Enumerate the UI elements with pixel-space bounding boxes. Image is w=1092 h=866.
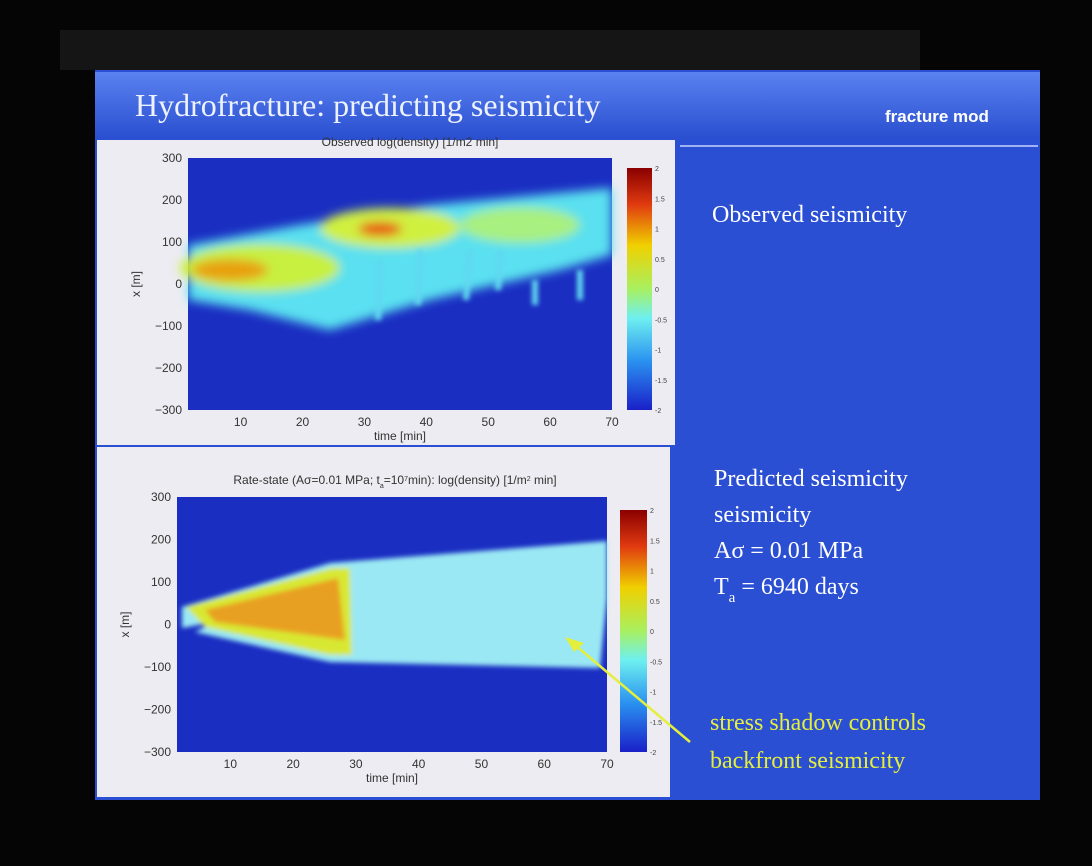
x-tick-label: 20 [286,757,300,771]
screen-edge [60,30,920,70]
heatmap-field [182,541,607,668]
line-text: seismicity [714,502,811,528]
line-text: Predicted seismicity [714,466,908,492]
y-tick-label: 0 [175,277,182,291]
x-tick-label: 50 [482,415,496,429]
y-tick-label: −200 [155,361,182,375]
y-tick-label: 100 [162,235,182,249]
predicted-line: Ta = 6940 days [714,574,859,606]
section-tag: fracture mod [885,107,989,126]
title-part: Rate-state (Aσ=0.01 MPa; t [233,473,380,487]
colorbar-tick-label: -1 [650,690,656,697]
y-tick-label: 100 [151,575,171,589]
y-tick-label: −100 [155,319,182,333]
title-part: 2 [527,476,531,483]
colorbar-tick-label: 2 [650,508,654,515]
y-tick-label: 0 [164,618,171,632]
colorbar-tick-label: -1.5 [650,720,662,727]
x-tick-label: 20 [296,415,310,429]
x-tick-label: 60 [543,415,557,429]
note-line: stress shadow controls [710,710,926,736]
observed-label: Observed seismicity [712,202,907,228]
panel-title: Rate-state (Aσ=0.01 MPa; ta=107min): log… [233,473,556,490]
colorbar-tick-label: 1.5 [650,538,660,545]
colorbar-tick-label: -1.5 [655,378,667,385]
predicted-line: seismicity [714,502,811,528]
y-tick-label: −200 [144,703,171,717]
x-axis-label: time [min] [374,429,426,443]
slide-title: Hydrofracture: predicting seismicity [135,87,601,123]
predicted-line: Aσ = 0.01 MPa [714,538,863,564]
title-part: 7 [404,476,408,483]
colorbar-tick-label: 0 [655,287,659,294]
colorbar-tick-label: -1 [655,348,661,355]
title-part: Observed log(density) [1/m2 min] [322,135,499,149]
title-part: a [380,483,384,490]
note-line: backfront seismicity [710,748,905,774]
colorbar-tick-label: 0.5 [655,257,665,264]
colorbar-tick-label: -2 [655,408,661,415]
x-axis-label: time [min] [366,771,418,785]
y-tick-label: −100 [144,660,171,674]
colorbar-tick-label: 0 [650,629,654,636]
line-rest: = 6940 days [735,574,859,600]
colorbar-tick-label: 1 [655,227,659,234]
title-part: =10 [384,473,405,487]
title-part: min] [531,473,557,487]
y-tick-label: −300 [155,403,182,417]
line-text: T [714,574,729,600]
title-bar [95,72,1040,138]
colorbar-tick-label: 1 [650,569,654,576]
colorbar [627,168,652,410]
y-axis-label: x [m] [129,271,143,297]
title-part: min): log(density) [1/m [408,473,527,487]
heatmap-field [180,188,612,330]
colorbar [620,510,647,752]
colorbar-tick-label: -2 [650,750,656,757]
line-sub: a [729,590,736,606]
colorbar-tick-label: -0.5 [650,659,662,666]
y-tick-label: 300 [151,490,171,504]
y-tick-label: −300 [144,745,171,759]
x-tick-label: 50 [475,757,489,771]
colorbar-tick-label: 1.5 [655,196,665,203]
y-tick-label: 200 [151,533,171,547]
y-tick-label: 300 [162,151,182,165]
colorbar-tick-label: -0.5 [655,317,667,324]
x-tick-label: 30 [358,415,372,429]
x-tick-label: 60 [538,757,552,771]
colorbar-tick-label: 0.5 [650,599,660,606]
y-axis-label: x [m] [118,612,132,638]
panel-title: Observed log(density) [1/m2 min] [322,135,499,149]
x-tick-label: 40 [420,415,434,429]
heatmap-streaks [375,249,583,321]
predicted-line: Predicted seismicity [714,466,908,492]
x-tick-label: 10 [224,757,238,771]
line-text: Aσ = 0.01 MPa [714,538,863,564]
x-tick-label: 30 [349,757,363,771]
x-tick-label: 40 [412,757,426,771]
y-tick-label: 200 [162,193,182,207]
colorbar-tick-label: 2 [655,166,659,173]
arrowhead [565,637,584,652]
x-tick-label: 70 [600,757,614,771]
x-tick-label: 70 [605,415,619,429]
arrow [574,644,691,743]
x-tick-label: 10 [234,415,248,429]
